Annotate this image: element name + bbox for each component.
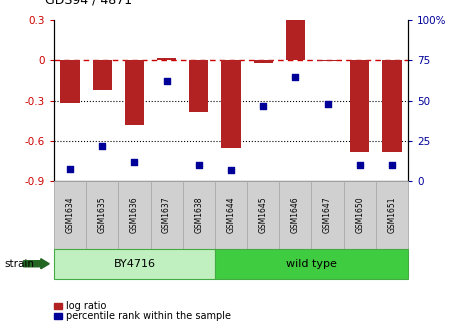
- Bar: [286, 20, 305, 60]
- FancyBboxPatch shape: [54, 249, 215, 279]
- Text: GSM1651: GSM1651: [387, 197, 396, 233]
- Text: wild type: wild type: [286, 259, 337, 269]
- Point: [131, 159, 138, 165]
- Point: [66, 166, 74, 171]
- Text: BY4716: BY4716: [113, 259, 155, 269]
- FancyBboxPatch shape: [215, 181, 247, 249]
- FancyBboxPatch shape: [86, 181, 118, 249]
- Bar: [92, 60, 112, 90]
- Text: GSM1635: GSM1635: [98, 197, 107, 234]
- Point: [259, 103, 267, 108]
- Bar: [61, 60, 80, 103]
- Text: GSM1638: GSM1638: [194, 197, 203, 233]
- Point: [227, 167, 234, 173]
- FancyBboxPatch shape: [151, 181, 183, 249]
- Point: [98, 143, 106, 149]
- Text: GSM1637: GSM1637: [162, 197, 171, 234]
- Bar: [221, 60, 241, 148]
- Text: GSM1647: GSM1647: [323, 197, 332, 234]
- FancyBboxPatch shape: [279, 181, 311, 249]
- Text: log ratio: log ratio: [66, 301, 106, 311]
- Point: [195, 163, 203, 168]
- FancyBboxPatch shape: [247, 181, 279, 249]
- FancyBboxPatch shape: [344, 181, 376, 249]
- Bar: [382, 60, 401, 152]
- FancyBboxPatch shape: [215, 249, 408, 279]
- Bar: [350, 60, 370, 152]
- Bar: [318, 60, 337, 61]
- Point: [324, 101, 331, 107]
- Point: [292, 74, 299, 79]
- Point: [356, 163, 363, 168]
- FancyBboxPatch shape: [311, 181, 344, 249]
- Text: GDS94 / 4871: GDS94 / 4871: [45, 0, 132, 7]
- Point: [163, 79, 170, 84]
- Point: [388, 163, 396, 168]
- Bar: [189, 60, 208, 112]
- Text: GSM1645: GSM1645: [259, 197, 268, 234]
- Text: GSM1644: GSM1644: [227, 197, 235, 234]
- Text: GSM1636: GSM1636: [130, 197, 139, 234]
- Bar: [157, 58, 176, 60]
- FancyBboxPatch shape: [183, 181, 215, 249]
- Text: GSM1646: GSM1646: [291, 197, 300, 234]
- Text: strain: strain: [5, 259, 35, 269]
- Text: GSM1650: GSM1650: [355, 197, 364, 234]
- FancyBboxPatch shape: [54, 181, 86, 249]
- Bar: [254, 60, 273, 63]
- Bar: [125, 60, 144, 125]
- Text: GSM1634: GSM1634: [66, 197, 75, 234]
- Text: percentile rank within the sample: percentile rank within the sample: [66, 311, 231, 321]
- FancyBboxPatch shape: [376, 181, 408, 249]
- FancyBboxPatch shape: [118, 181, 151, 249]
